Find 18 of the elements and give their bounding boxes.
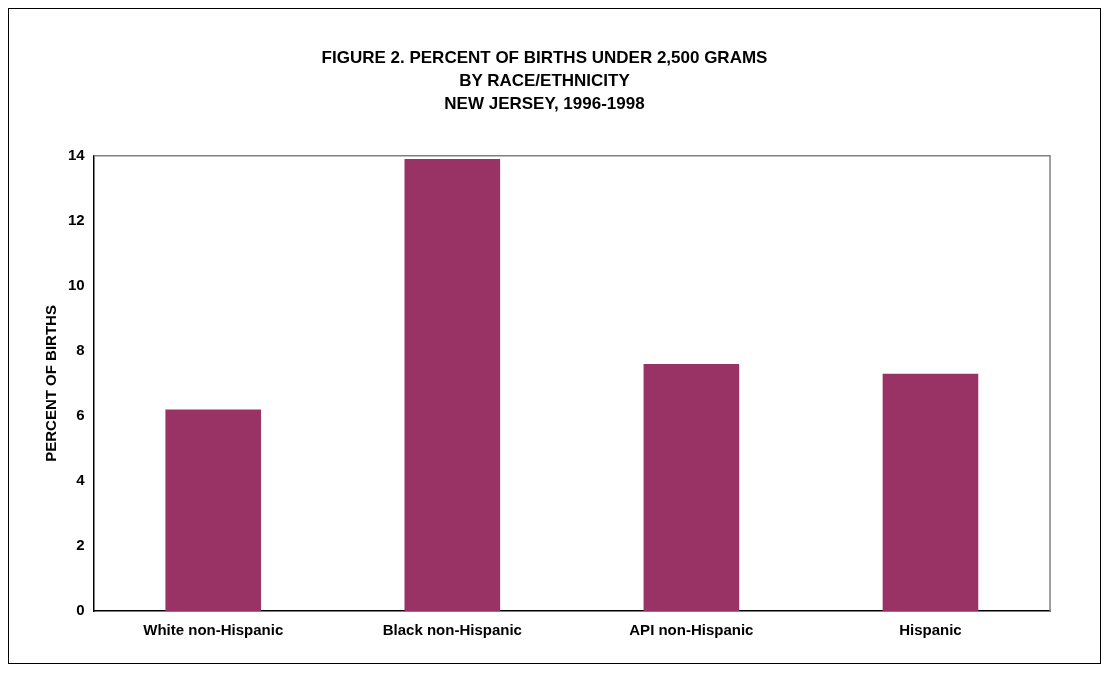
- y-tick-label: 4: [76, 471, 86, 489]
- y-axis-title: PERCENT OF BIRTHS: [42, 305, 60, 462]
- bar: [882, 373, 979, 611]
- x-tick-label: Hispanic: [899, 621, 962, 639]
- y-tick-label: 6: [76, 406, 85, 424]
- bar: [165, 409, 262, 611]
- y-tick-label: 10: [68, 276, 85, 294]
- y-tick-label: 8: [76, 341, 85, 359]
- x-tick-label: White non-Hispanic: [143, 621, 284, 639]
- y-tick-label: 0: [76, 601, 85, 619]
- y-tick-label: 12: [68, 211, 85, 229]
- y-tick-label: 14: [68, 145, 86, 163]
- x-tick-label: API non-Hispanic: [629, 621, 754, 639]
- y-tick-label: 2: [76, 536, 85, 554]
- x-tick-label: Black non-Hispanic: [382, 621, 522, 639]
- bar: [404, 159, 501, 611]
- chart-title: FIGURE 2. PERCENT OF BIRTHS UNDER 2,500 GRAMS BY RACE/ETHNICITY NEW JERSEY, 1996-1998: [321, 48, 768, 114]
- bar: [643, 363, 740, 611]
